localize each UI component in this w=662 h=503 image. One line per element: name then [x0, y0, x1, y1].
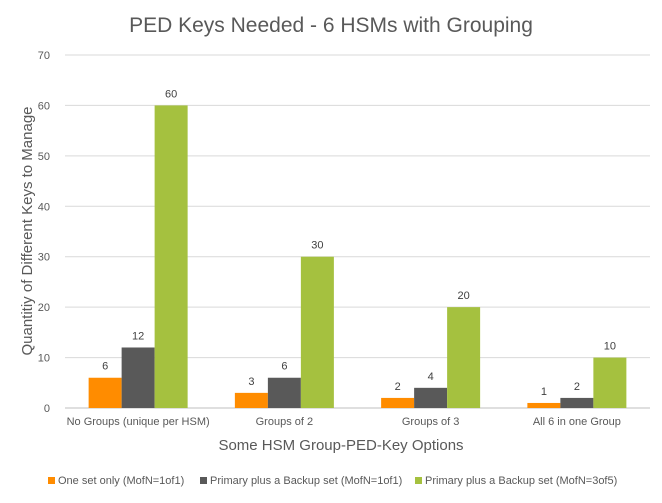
legend-label: One set only (MofN=1of1)	[58, 475, 184, 487]
x-tick-label: Groups of 2	[256, 416, 313, 428]
bar	[527, 402, 561, 408]
x-tick-label: Groups of 3	[402, 416, 459, 428]
data-label: 2	[574, 381, 580, 393]
chart-title: PED Keys Needed - 6 HSMs with Grouping	[129, 14, 533, 37]
y-tick-label: 0	[44, 403, 50, 415]
bar	[154, 105, 188, 408]
bar	[447, 307, 481, 408]
bar	[267, 377, 301, 408]
legend-swatch	[200, 477, 207, 484]
data-label: 20	[458, 290, 470, 302]
data-label: 3	[248, 376, 254, 388]
bar	[300, 256, 334, 408]
y-axis-title: Quantitiy of Different Keys to Manage	[19, 106, 36, 355]
y-tick-label: 40	[38, 201, 50, 213]
y-axis-ticks: 0 10 20 30 40 50 60 70	[38, 50, 50, 415]
data-label: 4	[428, 371, 434, 383]
legend-label: Primary plus a Backup set (MofN=3of5)	[425, 475, 617, 487]
bar	[593, 357, 627, 408]
x-axis-title: Some HSM Group-PED-Key Options	[218, 437, 463, 454]
bar	[121, 347, 155, 408]
y-tick-label: 30	[38, 252, 50, 264]
data-label: 6	[102, 361, 108, 373]
legend-swatch	[48, 477, 55, 484]
data-label: 30	[311, 240, 323, 252]
bar	[560, 397, 594, 408]
data-label: 1	[541, 386, 547, 398]
bar	[414, 387, 448, 408]
legend-label: Primary plus a Backup set (MofN=1of1)	[210, 475, 402, 487]
x-tick-label: No Groups (unique per HSM)	[67, 416, 210, 428]
bar	[381, 397, 415, 408]
y-tick-label: 10	[38, 353, 50, 365]
y-tick-label: 50	[38, 151, 50, 163]
data-label: 12	[132, 330, 144, 342]
bars	[88, 105, 627, 408]
data-label: 10	[604, 341, 616, 353]
y-tick-label: 60	[38, 100, 50, 112]
bar	[234, 392, 268, 408]
data-label: 6	[281, 361, 287, 373]
legend: One set only (MofN=1of1) Primary plus a B…	[48, 475, 617, 487]
data-label: 60	[165, 88, 177, 100]
y-tick-label: 20	[38, 302, 50, 314]
bar	[88, 377, 122, 408]
y-tick-label: 70	[38, 50, 50, 62]
x-axis-ticks: No Groups (unique per HSM) Groups of 2 Gro…	[67, 416, 621, 428]
data-label: 2	[395, 381, 401, 393]
x-tick-label: All 6 in one Group	[533, 416, 621, 428]
legend-swatch	[415, 477, 422, 484]
